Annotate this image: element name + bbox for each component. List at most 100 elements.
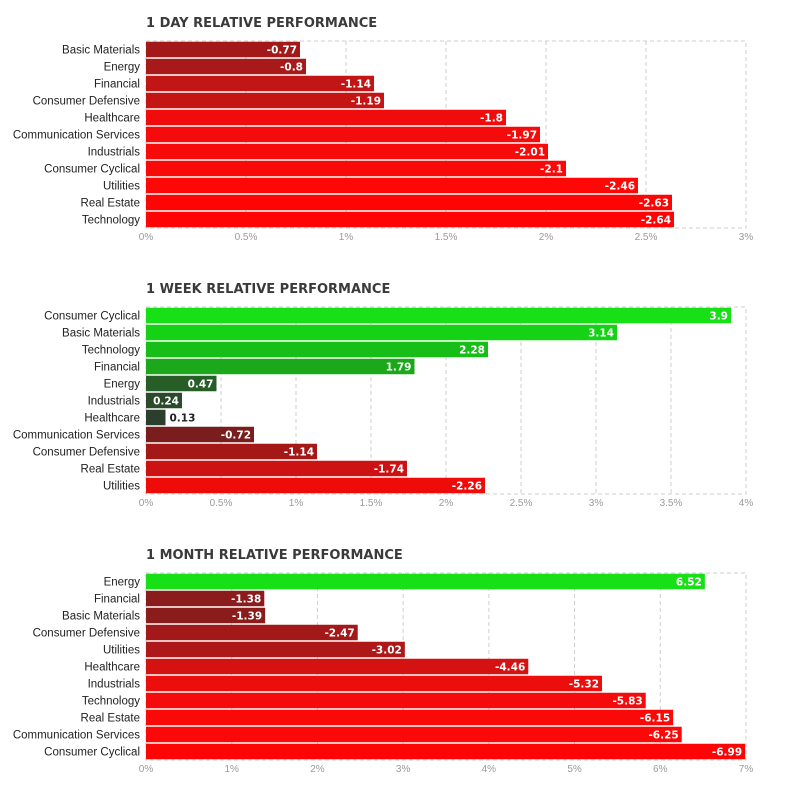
x-tick-label: 1% <box>339 232 354 243</box>
category-label-consumer-defensive: Consumer Defensive <box>33 628 140 640</box>
category-label-technology: Technology <box>82 345 140 357</box>
x-tick-label: 6% <box>653 764 668 775</box>
chart-title: 1 DAY RELATIVE PERFORMANCE <box>146 16 377 31</box>
bar-energy[interactable] <box>146 58 306 75</box>
category-label-industrials: Industrials <box>88 147 141 159</box>
value-label-consumer-defensive: -1.14 <box>284 447 314 459</box>
bar-consumer-cyclical[interactable] <box>146 743 746 760</box>
bar-healthcare[interactable] <box>146 658 529 675</box>
value-label-basic-materials: 3.14 <box>588 328 614 340</box>
x-tick-label: 2% <box>539 232 554 243</box>
value-label-utilities: -2.26 <box>452 481 482 493</box>
value-label-communication-services: -0.72 <box>221 430 251 442</box>
bar-utilities[interactable] <box>146 177 638 194</box>
value-label-healthcare: 0.13 <box>170 413 196 425</box>
bar-energy[interactable] <box>146 375 217 392</box>
category-label-basic-materials: Basic Materials <box>62 611 140 623</box>
bar-technology[interactable] <box>146 692 646 709</box>
bar-financial[interactable] <box>146 358 415 375</box>
bar-industrials[interactable] <box>146 392 182 409</box>
1-week-performance-chart: 1 WEEK RELATIVE PERFORMANCE 0% 0.5% 1% 1.5% 2… <box>13 282 754 509</box>
x-tick-label: 0% <box>139 764 154 775</box>
category-label-consumer-cyclical: Consumer Cyclical <box>44 747 140 759</box>
value-label-utilities: -3.02 <box>372 645 402 657</box>
bar-technology[interactable] <box>146 341 488 358</box>
x-tick-label: 0.5% <box>210 498 233 509</box>
bar-consumer-cyclical[interactable] <box>146 160 566 177</box>
value-label-industrials: -5.32 <box>569 679 599 691</box>
value-label-energy: 0.47 <box>188 379 214 391</box>
bar-energy[interactable] <box>146 573 705 590</box>
category-label-consumer-cyclical: Consumer Cyclical <box>44 311 140 323</box>
bar-consumer-defensive[interactable] <box>146 443 317 460</box>
bar-healthcare[interactable] <box>146 409 166 426</box>
value-label-consumer-defensive: -1.19 <box>351 96 381 108</box>
bar-technology[interactable] <box>146 211 674 228</box>
bar-utilities[interactable] <box>146 477 485 494</box>
category-label-energy: Energy <box>104 577 141 589</box>
value-label-healthcare: -4.46 <box>495 662 525 674</box>
bar-utilities[interactable] <box>146 641 405 658</box>
bar-consumer-defensive[interactable] <box>146 92 384 109</box>
category-label-financial: Financial <box>94 79 140 91</box>
value-label-technology: 2.28 <box>459 345 485 357</box>
category-label-utilities: Utilities <box>103 645 140 657</box>
x-tick-label: 1.5% <box>360 498 383 509</box>
bar-healthcare[interactable] <box>146 109 506 126</box>
value-label-real-estate: -1.74 <box>374 464 404 476</box>
x-tick-label: 2% <box>310 764 325 775</box>
bar-communication-services[interactable] <box>146 426 254 443</box>
x-tick-label: 2.5% <box>635 232 658 243</box>
bar-basic-materials[interactable] <box>146 324 617 341</box>
1-day-performance-chart: 1 DAY RELATIVE PERFORMANCE 0% 0.5% 1% 1.5% 2%… <box>13 16 754 243</box>
value-label-real-estate: -6.15 <box>640 713 670 725</box>
x-tick-label: 1% <box>289 498 304 509</box>
bar-real-estate[interactable] <box>146 709 674 726</box>
value-label-healthcare: -1.8 <box>480 113 503 125</box>
bar-financial[interactable] <box>146 590 265 607</box>
bar-consumer-defensive[interactable] <box>146 624 358 641</box>
category-label-real-estate: Real Estate <box>81 713 140 725</box>
bar-consumer-cyclical[interactable] <box>146 307 731 324</box>
x-tick-label: 5% <box>567 764 582 775</box>
x-tick-label: 3.5% <box>660 498 683 509</box>
category-label-financial: Financial <box>94 362 140 374</box>
value-label-consumer-defensive: -2.47 <box>324 628 354 640</box>
value-label-consumer-cyclical: -2.1 <box>540 164 563 176</box>
bar-industrials[interactable] <box>146 675 602 692</box>
category-label-industrials: Industrials <box>88 679 141 691</box>
value-label-energy: -0.8 <box>280 62 303 74</box>
value-label-industrials: -2.01 <box>515 147 545 159</box>
value-label-industrials: 0.24 <box>153 396 179 408</box>
category-label-communication-services: Communication Services <box>13 430 140 442</box>
x-tick-label: 1% <box>224 764 239 775</box>
x-tick-label: 3% <box>739 232 754 243</box>
category-label-utilities: Utilities <box>103 481 140 493</box>
value-label-communication-services: -1.97 <box>507 130 537 142</box>
value-label-utilities: -2.46 <box>605 181 635 193</box>
bar-real-estate[interactable] <box>146 194 672 211</box>
bar-communication-services[interactable] <box>146 726 682 743</box>
category-label-financial: Financial <box>94 594 140 606</box>
bar-basic-materials[interactable] <box>146 41 300 58</box>
bar-real-estate[interactable] <box>146 460 407 477</box>
category-label-energy: Energy <box>104 379 141 391</box>
value-label-real-estate: -2.63 <box>639 198 669 210</box>
value-label-financial: -1.14 <box>341 79 371 91</box>
value-label-consumer-cyclical: -6.99 <box>712 747 742 759</box>
bar-industrials[interactable] <box>146 143 548 160</box>
bar-basic-materials[interactable] <box>146 607 266 624</box>
value-label-energy: 6.52 <box>676 577 702 589</box>
x-tick-label: 2.5% <box>510 498 533 509</box>
category-label-communication-services: Communication Services <box>13 730 140 742</box>
category-label-real-estate: Real Estate <box>81 198 140 210</box>
x-tick-label: 0.5% <box>235 232 258 243</box>
category-label-basic-materials: Basic Materials <box>62 328 140 340</box>
value-label-technology: -2.64 <box>641 215 671 227</box>
x-tick-label: 1.5% <box>435 232 458 243</box>
bar-financial[interactable] <box>146 75 374 92</box>
bar-communication-services[interactable] <box>146 126 540 143</box>
value-label-communication-services: -6.25 <box>648 730 678 742</box>
x-tick-label: 2% <box>439 498 454 509</box>
